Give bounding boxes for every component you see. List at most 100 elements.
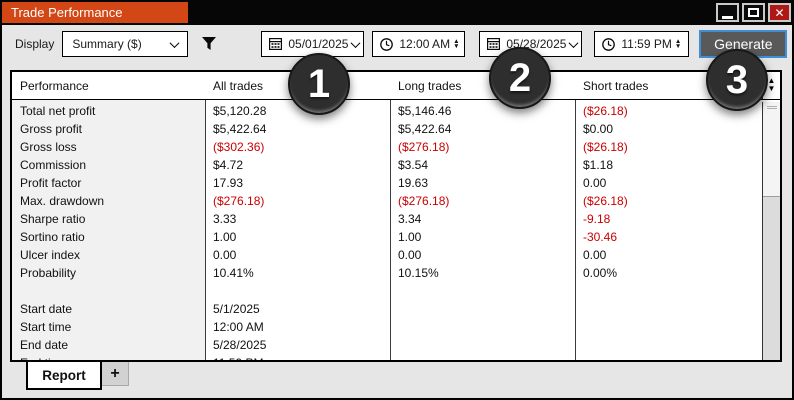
row-label: Sortino ratio [20, 229, 85, 244]
cell-all-trades: 11:59 PM [205, 354, 390, 361]
table-row: Start time 12:00 AM [12, 318, 780, 336]
row-label [12, 282, 205, 300]
display-select-value: Summary ($) [72, 37, 142, 51]
cell-all-trades: $4.72 [213, 157, 244, 172]
chevron-down-icon [169, 37, 180, 48]
maximize-button[interactable] [742, 3, 765, 22]
start-time-picker[interactable]: 12:00 AM ▲ ▼ [372, 31, 466, 57]
maximize-icon [748, 8, 759, 17]
table-row: Start date 5/1/2025 [12, 300, 780, 318]
calendar-icon [269, 38, 283, 50]
cell-short-trades: 0.00% [583, 265, 618, 280]
table-row: Total net profit $5,120.28 $5,146.46 ($2… [12, 102, 780, 120]
cell-short-trades [575, 300, 780, 318]
cell-long-trades: $5,146.46 [398, 103, 452, 118]
cell-all-trades: 3.33 [213, 211, 237, 226]
cell-all-trades: 10.41% [213, 265, 254, 280]
tab-report-label: Report [42, 367, 86, 383]
start-date-picker[interactable]: 05/01/2025 [261, 31, 365, 57]
header-long-trades: Long trades [398, 78, 462, 93]
table-row: Gross profit $5,422.64 $5,422.64 $0.00 [12, 120, 780, 138]
cell-long-trades [390, 354, 575, 361]
window-title: Trade Performance [11, 5, 123, 20]
plus-icon: + [110, 364, 120, 382]
cell-all-trades [205, 282, 390, 300]
cell-all-trades: 1.00 [213, 229, 237, 244]
cell-short-trades: -30.46 [583, 229, 618, 244]
scroll-up-icon[interactable]: ▲ [767, 76, 776, 86]
start-date-value: 05/01/2025 [288, 37, 349, 51]
window-title-tab: Trade Performance [2, 2, 188, 23]
clock-icon [380, 37, 394, 51]
vertical-scrollbar[interactable] [762, 101, 780, 360]
close-button[interactable]: ✕ [768, 3, 791, 22]
cell-short-trades [575, 318, 780, 336]
start-time-spinner[interactable]: ▲ ▼ [453, 37, 460, 50]
header-all-trades: All trades [213, 78, 264, 93]
window-buttons: ✕ [716, 3, 791, 22]
spinner-down-icon[interactable]: ▼ [674, 43, 682, 50]
cell-short-trades: ($26.18) [583, 103, 628, 118]
cell-all-trades: $5,422.64 [213, 121, 267, 136]
cell-short-trades: 0.00 [583, 175, 607, 190]
column-divider [205, 72, 206, 360]
table-row: End time 11:59 PM [12, 354, 780, 361]
label-column-background [12, 72, 205, 360]
table-body: Total net profit $5,120.28 $5,146.46 ($2… [12, 102, 780, 361]
scroll-down-icon[interactable]: ▼ [767, 84, 776, 94]
row-label: End date [20, 337, 69, 352]
display-select[interactable]: Summary ($) [62, 31, 189, 57]
cell-all-trades: 17.93 [213, 175, 244, 190]
header-performance: Performance [20, 78, 89, 93]
spinner-down-icon[interactable]: ▼ [453, 43, 460, 50]
titlebar: Trade Performance ✕ [0, 0, 794, 25]
scrollbar-thumb[interactable] [763, 101, 780, 197]
cell-long-trades: ($276.18) [398, 139, 450, 154]
cell-short-trades: $0.00 [583, 121, 614, 136]
column-divider [575, 72, 576, 360]
performance-table: Performance All trades Long trades Short… [10, 70, 782, 362]
callout-badge-2: 2 [489, 47, 551, 109]
add-tab-button[interactable]: + [102, 362, 129, 386]
cell-all-trades: $5,120.28 [213, 103, 267, 118]
tab-report[interactable]: Report [26, 362, 102, 390]
end-time-spinner[interactable]: ▲ ▼ [674, 37, 682, 50]
chevron-down-icon [568, 37, 579, 48]
cell-long-trades: 3.34 [398, 211, 422, 226]
minimize-button[interactable] [716, 3, 739, 22]
cell-all-trades: 5/28/2025 [213, 337, 267, 352]
table-row: Gross loss ($302.36) ($276.18) ($26.18) [12, 138, 780, 156]
row-label: Max. drawdown [20, 193, 105, 208]
row-label: Commission [20, 157, 87, 172]
table-row: Ulcer index 0.00 0.00 0.00 [12, 246, 780, 264]
cell-short-trades [575, 282, 780, 300]
cell-long-trades: 0.00 [398, 247, 422, 262]
cell-short-trades: -9.18 [583, 211, 611, 226]
cell-short-trades: $1.18 [583, 157, 614, 172]
table-row: Max. drawdown ($276.18) ($276.18) ($26.1… [12, 192, 780, 210]
spinner-up-icon[interactable]: ▲ [674, 37, 682, 45]
cell-long-trades [390, 336, 575, 354]
table-row: Sharpe ratio 3.33 3.34 -9.18 [12, 210, 780, 228]
spinner-up-icon[interactable]: ▲ [453, 37, 460, 45]
cell-short-trades [575, 336, 780, 354]
cell-all-trades: 0.00 [213, 247, 237, 262]
row-label: End time [12, 354, 205, 361]
row-label: Sharpe ratio [20, 211, 86, 226]
table-row: Sortino ratio 1.00 1.00 -30.46 [12, 228, 780, 246]
cell-long-trades [390, 318, 575, 336]
end-time-picker[interactable]: 11:59 PM ▲ ▼ [594, 31, 690, 57]
cell-long-trades [390, 282, 575, 300]
cell-long-trades: ($276.18) [398, 193, 450, 208]
close-icon: ✕ [774, 5, 785, 20]
cell-long-trades: $3.54 [398, 157, 429, 172]
cell-short-trades: ($26.18) [583, 139, 628, 154]
table-row: Probability 10.41% 10.15% 0.00% [12, 264, 780, 282]
chevron-down-icon [350, 37, 361, 48]
start-time-value: 12:00 AM [399, 37, 451, 51]
cell-long-trades: $5,422.64 [398, 121, 452, 136]
clock-icon [602, 37, 616, 51]
generate-button[interactable]: Generate [699, 30, 788, 58]
filter-icon[interactable] [201, 37, 217, 51]
